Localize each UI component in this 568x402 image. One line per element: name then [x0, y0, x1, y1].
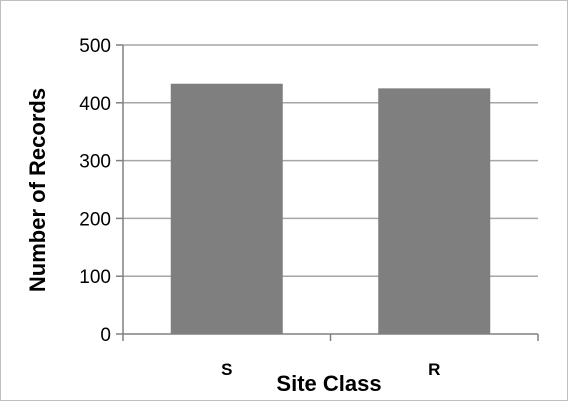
x-axis-title: Site Class	[276, 371, 381, 396]
y-tick-label: 500	[79, 36, 111, 57]
y-tick-label: 200	[79, 209, 111, 230]
y-tick-label: 100	[79, 267, 111, 288]
x-category-label: S	[221, 360, 232, 379]
x-category-label: R	[428, 360, 440, 379]
y-tick-labels: 0 100 200 300 400 500	[79, 36, 111, 346]
y-tick-label: 0	[100, 325, 111, 346]
y-tick-label: 300	[79, 152, 111, 173]
y-axis-title: Number of Records	[25, 88, 50, 292]
bar-R	[378, 88, 491, 334]
axes	[122, 45, 539, 341]
bars	[170, 83, 491, 334]
y-tick-label: 400	[79, 94, 111, 115]
bar-S	[170, 83, 283, 334]
